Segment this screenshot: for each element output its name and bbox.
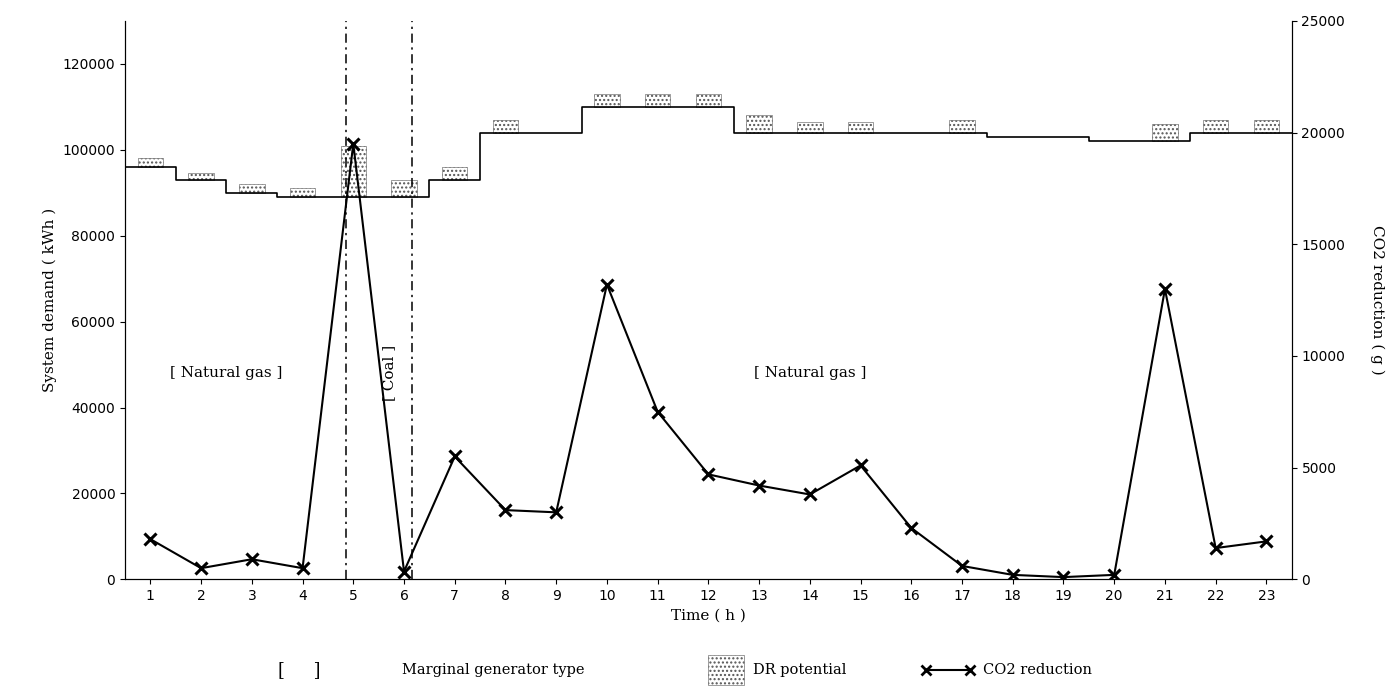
Bar <box>1153 124 1178 141</box>
Bar <box>696 94 721 107</box>
Bar <box>1254 120 1279 133</box>
Text: Marginal generator type: Marginal generator type <box>401 663 585 677</box>
Text: [     ]: [ ] <box>278 661 321 679</box>
Bar <box>746 115 772 133</box>
Bar <box>239 184 264 193</box>
Bar <box>392 180 417 197</box>
Text: DR potential: DR potential <box>753 663 846 677</box>
Text: [ Coal ]: [ Coal ] <box>382 345 396 401</box>
Bar <box>138 158 163 167</box>
Bar <box>594 94 619 107</box>
Y-axis label: System demand ( kWh ): System demand ( kWh ) <box>43 208 57 392</box>
X-axis label: Time ( h ): Time ( h ) <box>671 609 746 623</box>
Text: [ Natural gas ]: [ Natural gas ] <box>171 366 282 380</box>
Bar <box>189 173 214 180</box>
Text: CO2 reduction: CO2 reduction <box>983 663 1092 677</box>
Bar <box>442 167 468 180</box>
Bar <box>1203 120 1228 133</box>
Bar <box>797 122 822 133</box>
Bar <box>290 188 315 197</box>
Bar <box>949 120 975 133</box>
Y-axis label: CO2 reduction ( g ): CO2 reduction ( g ) <box>1371 225 1385 375</box>
Bar <box>340 145 365 197</box>
Text: [ Natural gas ]: [ Natural gas ] <box>754 366 865 380</box>
Bar <box>847 122 874 133</box>
Bar <box>708 655 745 685</box>
Bar <box>644 94 671 107</box>
Bar <box>493 120 518 133</box>
